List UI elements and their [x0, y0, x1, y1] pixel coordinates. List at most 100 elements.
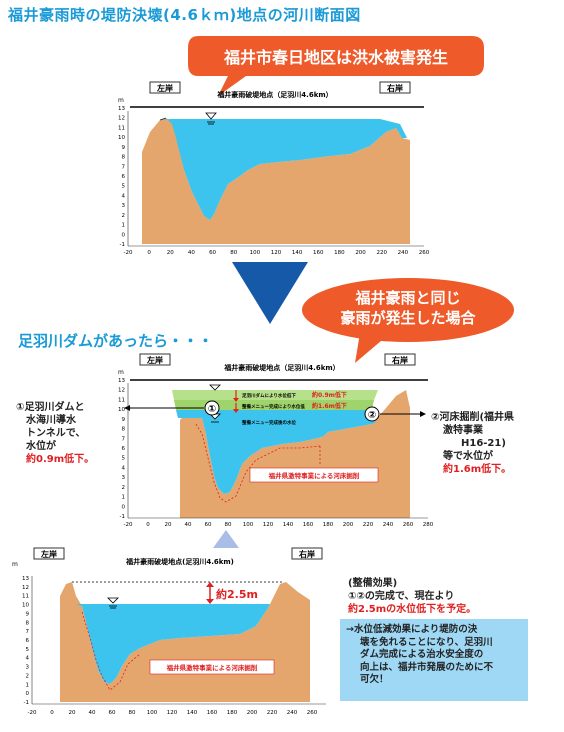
- legend-menu: 整備メニュー完成により水位低: [242, 403, 305, 410]
- y-tick-label: 2: [122, 485, 126, 491]
- x-tick-label: 180: [334, 250, 345, 256]
- excavation-label-c: 福井県激特事業による河床掘削: [166, 663, 258, 672]
- x-tick-label: 100: [147, 710, 158, 716]
- x-tick-label: 280: [423, 522, 434, 528]
- y-tick-label: 10: [22, 603, 29, 609]
- x-tick-label: 220: [267, 710, 278, 716]
- bubble-mid-line2: 豪雨が発生した場合: [340, 309, 476, 327]
- x-tick-label: 220: [363, 522, 374, 528]
- y-tick-label: 12: [118, 388, 125, 394]
- y-tick-label: 2: [26, 673, 30, 679]
- legend-menu-final: 整備メニュー完成後の水位: [242, 419, 296, 426]
- y-tick-label: 13: [22, 576, 29, 582]
- y-tick-label: 8: [122, 427, 126, 433]
- x-tick-label: 120: [271, 250, 282, 256]
- y-tick-label: 8: [26, 620, 30, 626]
- x-tick-label: 260: [403, 522, 414, 528]
- x-tick-label: 80: [129, 710, 136, 716]
- excavation-label-b: 福井県激特事業による河床掘削: [268, 471, 360, 480]
- legend-menu-value: 約1.6m低下: [312, 402, 347, 410]
- svg-text:m: m: [118, 369, 124, 376]
- x-tick-label: 0: [147, 250, 151, 256]
- y-tick-label: 0: [122, 504, 126, 510]
- y-tick-label: 8: [122, 155, 126, 161]
- subtitle: 足羽川ダムがあったら・・・: [18, 332, 214, 350]
- y-tick-label: 3: [26, 665, 30, 671]
- cross-section-chart-current: 左岸 右岸 福井豪雨破堤地点（足羽川4.6km） m 1312111098765…: [118, 81, 430, 256]
- right-bank-label-b: 右岸: [391, 355, 408, 365]
- x-tick-label: 40: [185, 522, 192, 528]
- left-bank-label: 左岸: [156, 83, 173, 93]
- x-axis-ticks-b: -20 0 20 40 60 80 100 120 140 160 180 200 220 240 260 2…: [124, 522, 434, 528]
- x-tick-label: 240: [383, 522, 394, 528]
- circle-2: ②: [368, 410, 376, 421]
- y-tick-label: 3: [122, 475, 126, 481]
- conclusion-box: →水位低減効果により堤防の決 壊を免れることになり、足羽川 ダム完成による治水安…: [340, 619, 528, 701]
- x-tick-label: 140: [283, 522, 294, 528]
- y-tick-label: 5: [122, 456, 126, 462]
- y-tick-label: 9: [26, 611, 30, 617]
- y-tick-label: 4: [122, 193, 126, 199]
- x-tick-label: 60: [109, 710, 116, 716]
- x-tick-label: 100: [243, 522, 254, 528]
- note-right: ②河床掘削(福井県 激特事業 H16-21) 等で水位が 約1.6m低下。: [431, 412, 515, 475]
- x-tick-label: -20: [28, 710, 37, 716]
- y-tick-label: 6: [26, 638, 30, 644]
- x-tick-label: 100: [250, 250, 261, 256]
- note-left: ①足羽川ダムと 水海川導水 トンネルで、 水位が 約0.9m低下。: [16, 402, 95, 465]
- legend-dam: 足羽川ダムにより水位低下: [242, 392, 296, 399]
- left-bank-label-c: 左岸: [40, 549, 57, 559]
- x-tick-label: 160: [207, 710, 218, 716]
- drop-label: 約2.5m: [216, 587, 258, 601]
- x-tick-label: 120: [167, 710, 178, 716]
- y-tick-label: 10: [118, 407, 125, 413]
- svg-text:m: m: [12, 561, 18, 568]
- x-tick-label: 240: [287, 710, 298, 716]
- y-tick-label: 6: [122, 174, 126, 180]
- x-tick-label: 60: [209, 250, 216, 256]
- x-tick-label: 200: [355, 250, 366, 256]
- effect-text: (整備効果) ①②の完成で、現在より 約2.5mの水位低下を予定。: [348, 578, 477, 615]
- y-tick-label: 10: [118, 135, 125, 141]
- y-tick-label: 5: [122, 184, 126, 190]
- x-axis-ticks-a: -20 0 20 40 60 80 100 120 140 160 180 200 220 240 260: [124, 250, 430, 256]
- x-tick-label: 40: [188, 250, 195, 256]
- y-tick-label: 5: [26, 647, 30, 653]
- x-tick-label: 260: [307, 710, 318, 716]
- y-tick-label: 1: [122, 223, 126, 229]
- x-tick-label: 20: [69, 710, 76, 716]
- section-label-c: 福井豪雨破堤地点(足羽川4.6km): [125, 557, 234, 566]
- x-tick-label: -20: [124, 250, 133, 256]
- y-tick-label: 11: [118, 125, 125, 131]
- x-tick-label: 200: [247, 710, 258, 716]
- x-tick-label: 20: [167, 250, 174, 256]
- right-bank-box: [379, 81, 411, 94]
- y-tick-label: 2: [122, 213, 126, 219]
- axis-unit: m: [118, 97, 124, 104]
- right-bank-label-c: 右岸: [298, 549, 315, 559]
- x-tick-label: 220: [376, 250, 387, 256]
- y-tick-label: 0: [26, 691, 30, 697]
- section-label: 福井豪雨破堤地点（足羽川4.6km）: [216, 90, 332, 99]
- y-tick-label: 13: [118, 106, 125, 112]
- y-tick-label: 13: [118, 378, 125, 384]
- section-label-b: 福井豪雨破堤地点（足羽川4.6km）: [223, 363, 339, 372]
- down-arrow-icon: [232, 262, 308, 324]
- y-tick-label: 7: [122, 164, 126, 170]
- speech-bubble-top: 福井市春日地区は洪水被害発生: [188, 36, 484, 96]
- y-tick-label: -1: [120, 514, 125, 520]
- speech-bubble-middle: 福井豪雨と同じ 豪雨が発生した場合: [302, 278, 514, 363]
- y-tick-label: 12: [118, 116, 125, 122]
- y-tick-label: 9: [122, 417, 126, 423]
- x-tick-label: 40: [89, 710, 96, 716]
- x-tick-label: 0: [50, 710, 54, 716]
- y-tick-label: -1: [120, 242, 125, 248]
- bubble-mid-line1: 福井豪雨と同じ: [354, 289, 460, 307]
- y-tick-label: 7: [26, 629, 30, 635]
- bubble-top-text: 福井市春日地区は洪水被害発生: [223, 48, 448, 67]
- left-bank-box: [149, 81, 181, 94]
- y-tick-label: 4: [122, 465, 126, 471]
- y-tick-label: 9: [122, 145, 126, 151]
